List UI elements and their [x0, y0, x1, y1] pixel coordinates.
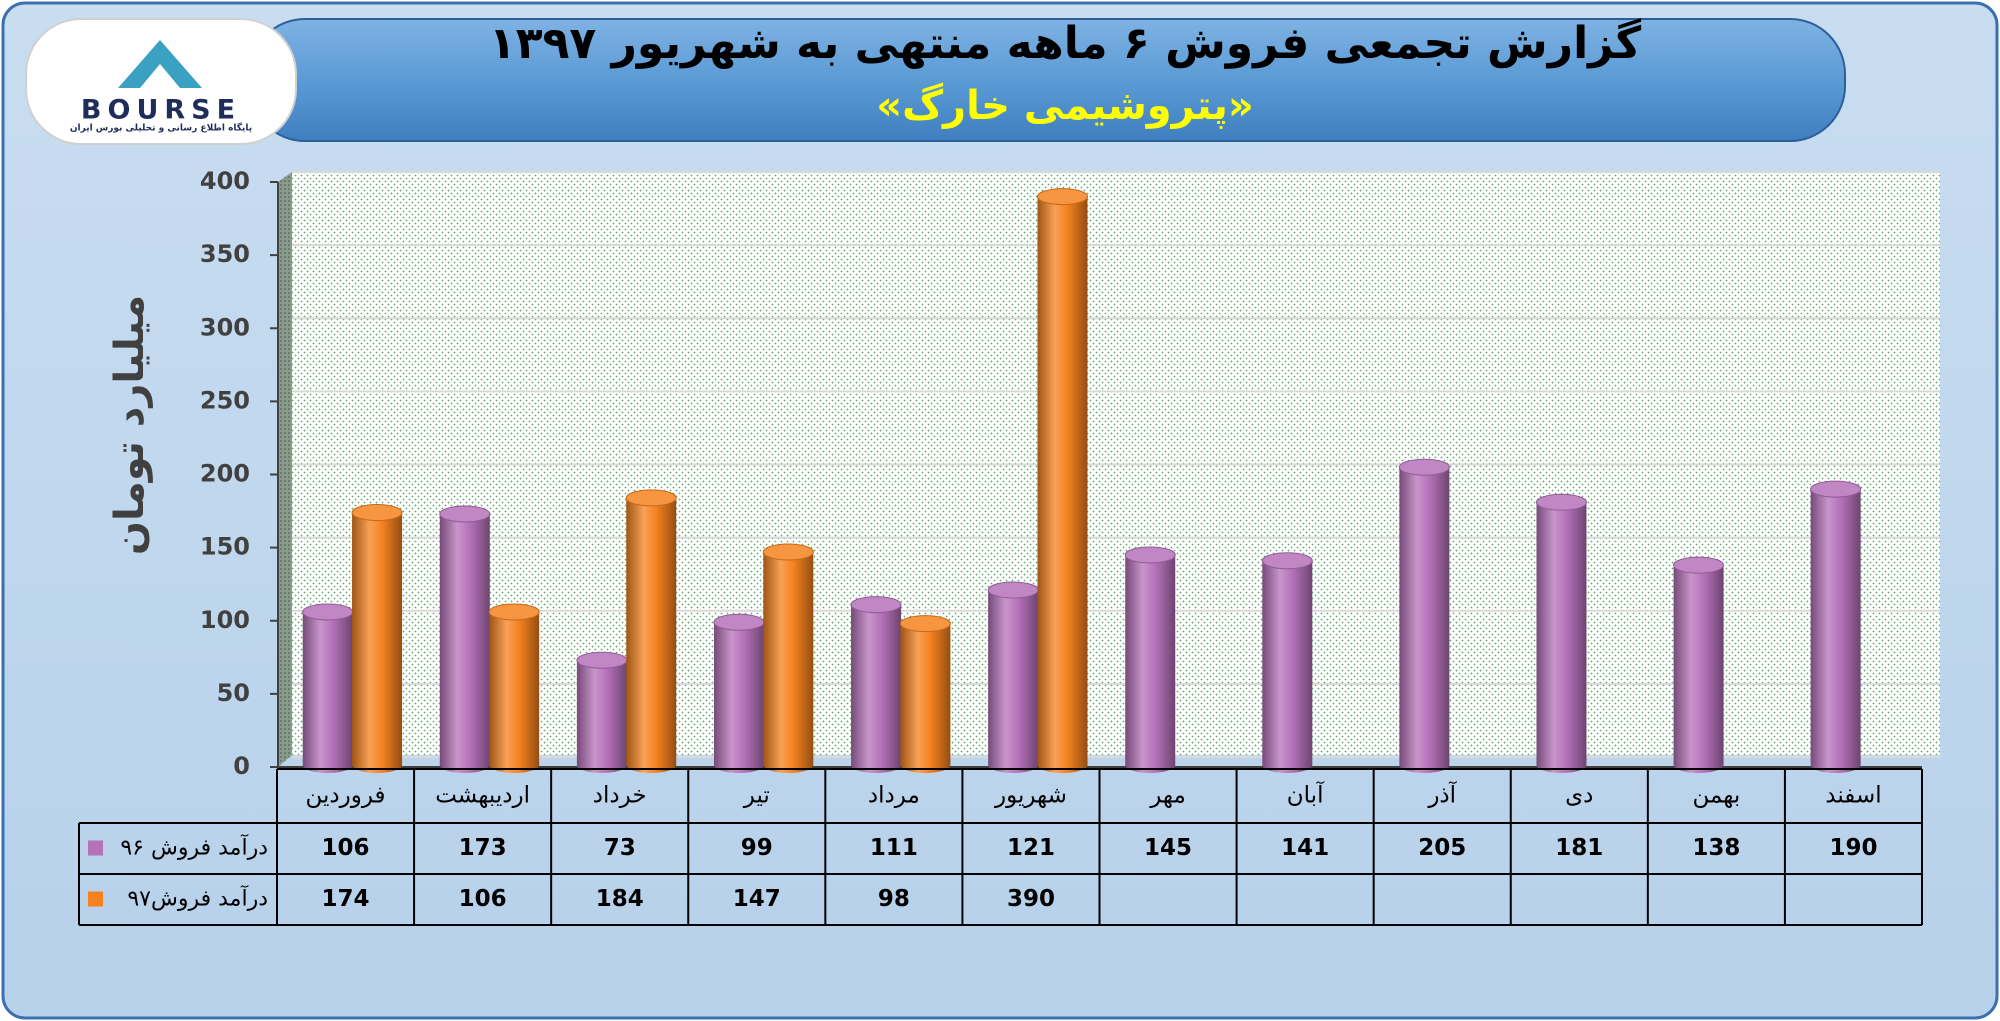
table-value: 173 [459, 835, 507, 861]
table-value: 73 [604, 835, 636, 861]
table-value: 98 [878, 886, 910, 912]
data-table: فروردین اردیبهشت خرداد تیر مرداد شهریور مهر آبا… [78, 768, 1923, 926]
chart-subtitle: «پتروشیمی خارگ» [876, 83, 1254, 129]
bar-top [1398, 458, 1450, 476]
table-value: 184 [596, 886, 644, 912]
bar [1125, 546, 1176, 773]
bar-top [439, 505, 491, 523]
table-value: 111 [870, 835, 918, 861]
bar-top [625, 489, 677, 507]
bar [1673, 557, 1724, 773]
x-tick-label: آبان [1287, 781, 1325, 809]
bar [1037, 188, 1088, 773]
y-tick-label: 50 [217, 679, 250, 707]
bar [988, 582, 1039, 773]
table-value: 390 [1007, 886, 1055, 912]
y-tick-label: 0 [233, 752, 250, 780]
bar [576, 652, 627, 773]
bar [302, 603, 353, 773]
logo-tagline: پایگاه اطلاع رسانی و تحلیلی بورس ایران [70, 122, 252, 134]
y-tick-label: 300 [200, 313, 250, 341]
bar [1810, 481, 1861, 773]
bar [439, 505, 490, 773]
bar [713, 614, 764, 773]
chart-title: گزارش تجمعی فروش ۶ ماهه منتهی به شهریور … [489, 17, 1642, 69]
table-value: 138 [1692, 835, 1740, 861]
legend-swatch [88, 840, 103, 856]
legend-swatch [88, 891, 103, 907]
bar-top [762, 543, 814, 561]
y-axis-label: میلیارد تومان [107, 295, 153, 555]
table-value: 99 [741, 835, 773, 861]
x-tick-label: مهر [1149, 783, 1186, 809]
table-value: 145 [1144, 835, 1192, 861]
x-tick-label: آذر [1427, 781, 1457, 809]
bar [352, 504, 403, 773]
logo-text: BOURSE [81, 95, 241, 126]
table-value: 121 [1007, 835, 1055, 861]
bar [763, 544, 814, 773]
bar [489, 603, 540, 773]
x-tick-label: تیر [743, 783, 770, 809]
legend-label: درآمد فروش ۹۶ [120, 834, 268, 861]
logo-shape [140, 64, 180, 88]
bar-top [1261, 552, 1313, 570]
table-value: 190 [1829, 835, 1877, 861]
table-value: 205 [1418, 835, 1466, 861]
bar-top [1124, 546, 1176, 564]
bar-top [576, 651, 628, 669]
bar-top [1036, 188, 1088, 206]
y-tick-label: 400 [200, 167, 250, 195]
x-tick-label: شهریور [994, 783, 1067, 809]
bar [1399, 459, 1450, 773]
table-value: 174 [322, 886, 370, 912]
grid: 0 50 100 150 200 250 300 350 400 [200, 167, 1940, 780]
y-tick-label: 100 [200, 606, 250, 634]
x-tick-label: مرداد [868, 783, 920, 809]
y-tick-label: 150 [200, 533, 250, 561]
bar [1262, 552, 1313, 773]
bar [626, 489, 677, 773]
bar-top [987, 581, 1039, 599]
x-tick-label: بهمن [1692, 783, 1740, 809]
bar [1536, 494, 1587, 773]
logo: BOURSE پایگاه اطلاع رسانی و تحلیلی بورس … [25, 18, 297, 145]
bar [851, 596, 902, 773]
bar-top [302, 603, 354, 621]
x-tick-label: اردیبهشت [435, 783, 530, 809]
y-tick-label: 350 [200, 240, 250, 268]
bar [900, 615, 951, 773]
bar-top [1673, 556, 1725, 574]
table-value: 106 [322, 835, 370, 861]
x-tick-label: اسفند [1825, 783, 1881, 809]
bar-top [850, 596, 902, 614]
bar-top [1535, 493, 1587, 511]
table-value: 147 [733, 886, 781, 912]
bar-top [713, 613, 765, 631]
x-tick-label: خرداد [593, 783, 647, 809]
bar-top [1810, 480, 1862, 498]
plot-side-wall [278, 172, 292, 767]
bars [302, 188, 1862, 773]
bar-top [351, 504, 403, 522]
x-tick-label: فروردین [306, 783, 386, 809]
bar-top [488, 603, 540, 621]
legend-label: درآمد فروش۹۷ [127, 885, 268, 912]
y-tick-label: 200 [200, 460, 250, 488]
table-value: 141 [1281, 835, 1329, 861]
table-value: 106 [459, 886, 507, 912]
y-tick-label: 250 [200, 386, 250, 414]
bar-top [899, 615, 951, 633]
x-tick-label: دی [1565, 783, 1593, 809]
table-value: 181 [1555, 835, 1603, 861]
